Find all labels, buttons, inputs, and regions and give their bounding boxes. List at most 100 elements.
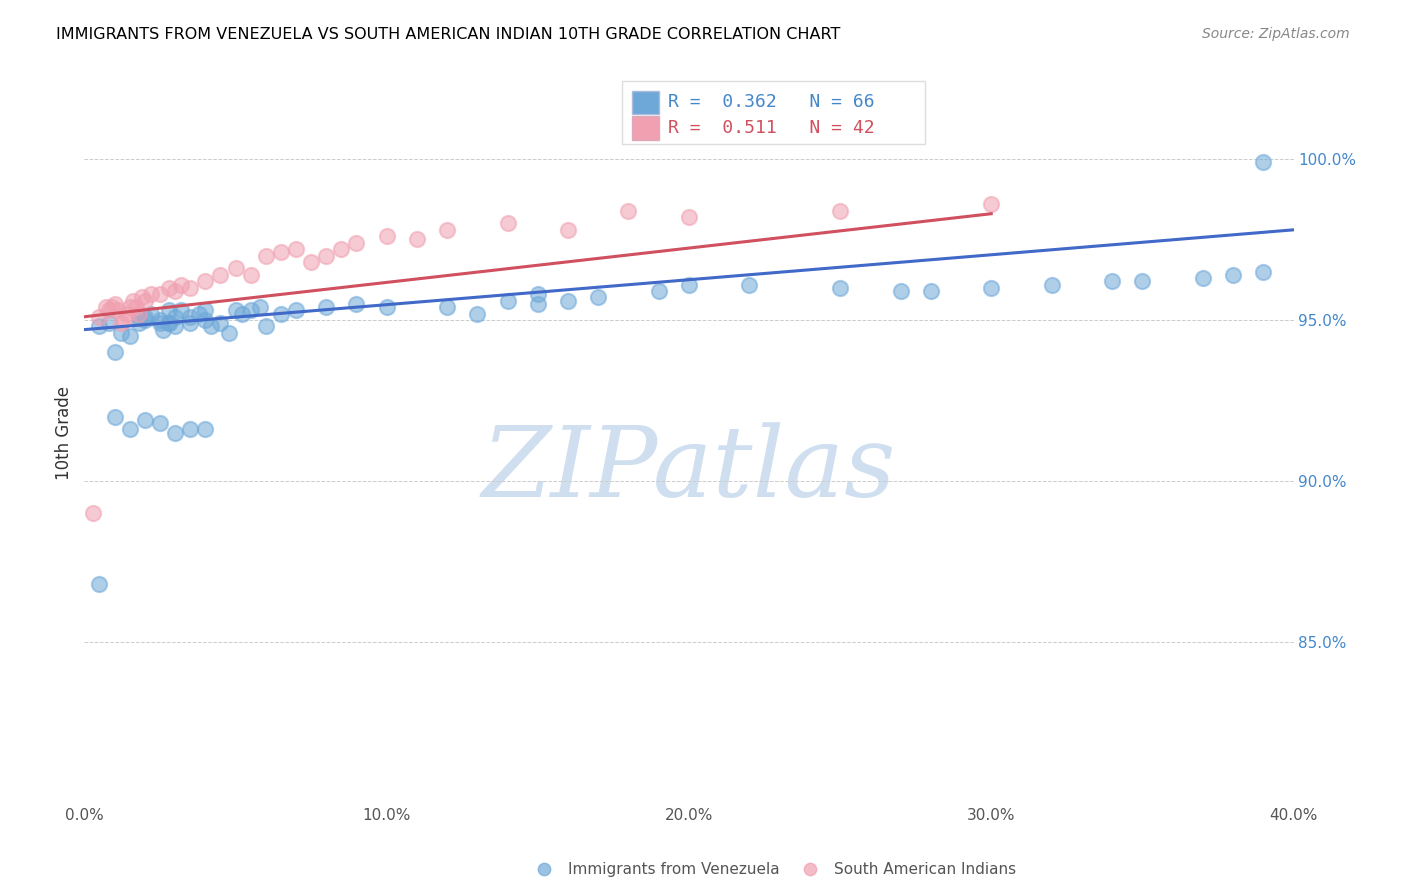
FancyBboxPatch shape: [633, 117, 659, 140]
Point: [118, 329, 141, 343]
Point: [527, 297, 550, 311]
Point: [134, 293, 156, 308]
Point: [134, 413, 156, 427]
Point: [830, 203, 852, 218]
Point: [104, 297, 127, 311]
Text: R =  0.511   N = 42: R = 0.511 N = 42: [668, 119, 875, 136]
Point: [179, 316, 201, 330]
Text: Source: ZipAtlas.com: Source: ZipAtlas.com: [1202, 27, 1350, 41]
Point: [128, 316, 150, 330]
Point: [97, 316, 120, 330]
Point: [375, 229, 398, 244]
Point: [1253, 155, 1275, 169]
Point: [179, 310, 201, 324]
Point: [225, 303, 247, 318]
Point: [315, 300, 337, 314]
Text: ZIPatlas: ZIPatlas: [482, 422, 896, 517]
Point: [678, 210, 700, 224]
Point: [134, 313, 156, 327]
Point: [375, 300, 398, 314]
Point: [165, 284, 187, 298]
Point: [239, 303, 262, 318]
Point: [104, 409, 127, 424]
Point: [231, 306, 253, 320]
Point: [557, 293, 579, 308]
Point: [249, 300, 271, 314]
Point: [149, 287, 172, 301]
Point: [315, 249, 337, 263]
Point: [299, 255, 322, 269]
Point: [270, 245, 292, 260]
Point: [179, 422, 201, 436]
Point: [194, 274, 217, 288]
Text: Immigrants from Venezuela: Immigrants from Venezuela: [568, 862, 780, 877]
Point: [218, 326, 240, 340]
Point: [131, 290, 153, 304]
Point: [980, 281, 1002, 295]
Point: [830, 281, 852, 295]
Point: [225, 261, 247, 276]
Point: [188, 306, 211, 320]
Point: [209, 268, 232, 282]
Point: [330, 242, 353, 256]
Point: [149, 316, 172, 330]
Point: [149, 313, 172, 327]
Point: [110, 316, 132, 330]
Point: [209, 316, 232, 330]
Point: [107, 303, 129, 318]
Point: [406, 232, 429, 246]
Point: [170, 303, 193, 318]
Point: [115, 306, 138, 320]
Point: [179, 281, 201, 295]
Point: [270, 306, 292, 320]
Point: [1192, 271, 1215, 285]
Text: South American Indians: South American Indians: [834, 862, 1017, 877]
Point: [467, 306, 489, 320]
Point: [346, 235, 368, 250]
Point: [436, 223, 458, 237]
Point: [170, 277, 193, 292]
Point: [139, 287, 162, 301]
Point: [112, 313, 135, 327]
Point: [165, 310, 187, 324]
Point: [588, 290, 610, 304]
Point: [104, 345, 127, 359]
Point: [1253, 265, 1275, 279]
Point: [89, 319, 111, 334]
Point: [118, 300, 141, 314]
Point: [617, 203, 640, 218]
Point: [1101, 274, 1123, 288]
Point: [1040, 277, 1063, 292]
Point: [678, 277, 700, 292]
Point: [436, 300, 458, 314]
Point: [94, 300, 117, 314]
FancyBboxPatch shape: [623, 81, 925, 144]
Point: [890, 284, 912, 298]
FancyBboxPatch shape: [633, 91, 659, 114]
Point: [1130, 274, 1153, 288]
Point: [194, 422, 217, 436]
Point: [920, 284, 942, 298]
Point: [285, 303, 308, 318]
Point: [496, 293, 519, 308]
Point: [125, 300, 148, 314]
Point: [980, 197, 1002, 211]
Y-axis label: 10th Grade: 10th Grade: [55, 385, 73, 480]
Point: [194, 313, 217, 327]
Point: [89, 310, 111, 324]
Point: [157, 281, 180, 295]
Legend: : [683, 863, 695, 874]
Point: [194, 303, 217, 318]
Point: [165, 319, 187, 334]
Point: [121, 293, 143, 308]
Point: [648, 284, 671, 298]
Point: [139, 306, 162, 320]
Text: IMMIGRANTS FROM VENEZUELA VS SOUTH AMERICAN INDIAN 10TH GRADE CORRELATION CHART: IMMIGRANTS FROM VENEZUELA VS SOUTH AMERI…: [56, 27, 841, 42]
Point: [496, 216, 519, 230]
Point: [254, 249, 277, 263]
Point: [128, 306, 150, 320]
Point: [134, 310, 156, 324]
Point: [157, 316, 180, 330]
Point: [97, 303, 120, 318]
Text: R =  0.362   N = 66: R = 0.362 N = 66: [668, 93, 875, 111]
